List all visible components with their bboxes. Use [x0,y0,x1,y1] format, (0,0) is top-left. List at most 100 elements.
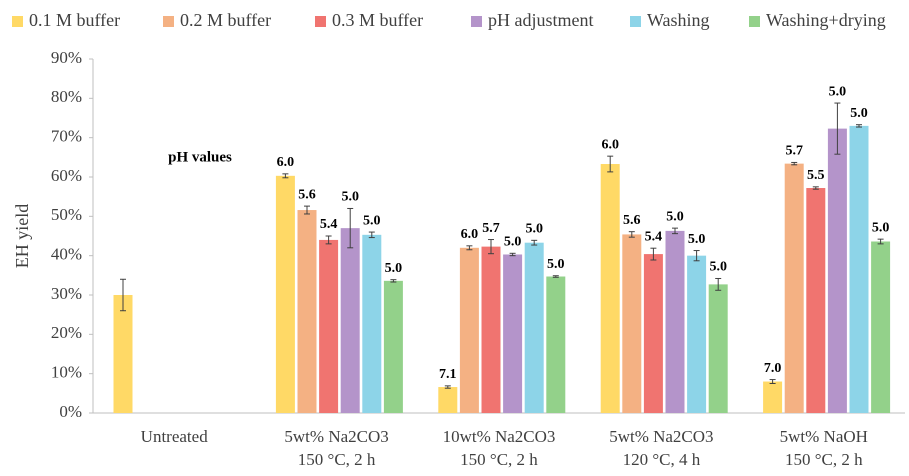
bar [806,188,826,413]
y-tick-label: 40% [51,245,82,264]
bar [784,163,804,413]
ph-label: 5.7 [482,221,500,236]
bar [600,164,620,413]
legend-label: Washing [647,10,710,30]
y-axis-title: EH yield [12,204,32,269]
bar [362,234,382,413]
ph-label: 5.0 [341,190,359,205]
error-bar [650,247,657,261]
ph-label: 5.0 [363,213,381,228]
bar [438,387,458,413]
error-bar [347,207,354,249]
y-tick-label: 20% [51,323,82,342]
ph-label: 5.4 [645,229,663,244]
legend-swatch [163,16,174,27]
ph-label: 5.0 [829,84,847,99]
error-bar [368,231,375,239]
ph-label: 5.0 [709,260,727,275]
legend-label: 0.1 M buffer [29,10,120,30]
ph-label: 5.0 [850,106,868,121]
annotation: pH values [168,149,232,165]
error-bar [607,155,614,173]
legend-label: Washing+drying [766,10,886,30]
bar [871,241,891,413]
error-bar [812,186,819,190]
error-bar [877,238,884,245]
bar [546,276,566,413]
bar [849,125,869,413]
legend-label: 0.2 M buffer [180,10,271,30]
x-tick-label: 5wt% NaOH 150 °C, 2 h [779,427,868,469]
bar [687,255,707,413]
bar [665,230,685,413]
ph-label: 5.0 [688,232,706,247]
bar [113,295,133,413]
ph-label: 6.0 [277,155,295,170]
ph-label: 5.7 [785,144,803,159]
bar [459,247,479,413]
error-bar [834,102,841,155]
bar [827,128,847,413]
error-bar [488,239,494,255]
y-tick-label: 60% [51,166,82,185]
legend-swatch [315,16,326,27]
ph-label: 5.0 [525,222,543,237]
legend-label: 0.3 M buffer [332,10,423,30]
ph-label: 7.0 [764,361,782,376]
ph-label: 5.6 [623,213,641,228]
error-bar [531,239,538,246]
y-tick-label: 30% [51,284,82,303]
ph-label: 5.0 [504,235,522,250]
legend-swatch [749,16,760,27]
error-bar [466,245,473,251]
bar [275,175,295,413]
bar [297,210,317,413]
error-bar [769,379,776,384]
bar [319,239,339,413]
ph-label: 5.0 [385,261,403,276]
error-bar [304,205,310,215]
legend-swatch [471,16,482,27]
error-bar [120,278,126,312]
y-tick-label: 70% [51,127,82,146]
ph-label: 6.0 [461,227,479,242]
error-bar [856,124,862,128]
ph-label: 5.0 [547,257,565,272]
bar [340,228,360,413]
error-bar [672,227,678,235]
error-bar [282,173,289,179]
error-bar [325,235,332,245]
error-bar [390,279,397,283]
ph-label: 5.6 [298,187,316,202]
ph-label: 5.4 [320,217,338,232]
x-tick-label: 5wt% Na2CO3 120 °C, 4 h [609,427,714,469]
error-bar [715,277,722,291]
bar [708,284,728,413]
y-tick-label: 80% [51,87,82,106]
x-tick-label: 10wt% Na2CO3 150 °C, 2 h [442,427,556,469]
bar [622,234,642,413]
error-bar [552,275,559,278]
error-bar [693,250,700,262]
x-tick-label: Untreated [140,427,208,446]
bar [643,254,663,413]
legend-swatch [12,16,23,27]
legend-label: pH adjustment [488,10,594,30]
y-tick-label: 50% [51,205,82,224]
ph-label: 5.5 [807,168,825,183]
y-tick-label: 10% [51,363,82,382]
bar [503,254,523,413]
y-tick-label: 0% [59,402,82,421]
bar [383,280,403,413]
ph-label: 5.0 [666,209,684,224]
x-tick-label: 5wt% Na2CO3 150 °C, 2 h [284,427,389,469]
bar [763,381,783,413]
error-bar [444,385,451,389]
ph-label: 6.0 [601,137,619,152]
ph-label: 5.0 [872,220,890,235]
error-bar [791,161,798,166]
bar [481,246,501,413]
legend-swatch [630,16,641,27]
